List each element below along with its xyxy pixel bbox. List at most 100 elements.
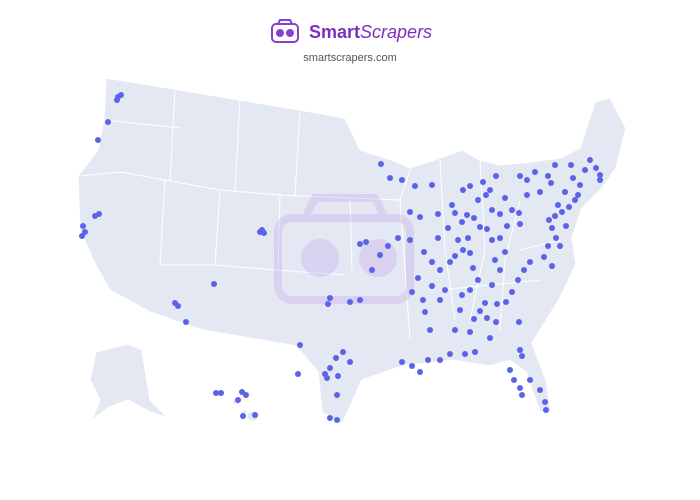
location-dot: [477, 224, 483, 230]
location-dot: [452, 210, 458, 216]
location-dot: [489, 207, 495, 213]
location-dot: [460, 247, 466, 253]
watermark-logo: [274, 194, 414, 304]
brand-bold: Smart: [309, 22, 360, 42]
location-dot: [546, 217, 552, 223]
location-dot: [593, 165, 599, 171]
location-dot: [183, 319, 189, 325]
location-dot: [175, 303, 181, 309]
location-dot: [494, 301, 500, 307]
location-dot: [484, 226, 490, 232]
location-dot: [475, 277, 481, 283]
location-dot: [543, 407, 549, 413]
logo-icon: [271, 19, 299, 43]
location-dot: [363, 239, 369, 245]
location-dot: [507, 367, 513, 373]
location-dot: [477, 308, 483, 314]
location-dot: [399, 359, 405, 365]
location-dot: [407, 237, 413, 243]
location-dot: [357, 297, 363, 303]
location-dot: [333, 355, 339, 361]
location-dot: [549, 263, 555, 269]
location-dot: [516, 319, 522, 325]
location-dot: [449, 202, 455, 208]
location-dot: [471, 316, 477, 322]
location-dot: [467, 183, 473, 189]
location-dot: [542, 399, 548, 405]
location-dot: [467, 287, 473, 293]
location-dot: [445, 225, 451, 231]
location-dot: [447, 351, 453, 357]
location-dot: [465, 235, 471, 241]
location-dot: [570, 175, 576, 181]
location-dot: [527, 259, 533, 265]
location-dot: [460, 187, 466, 193]
location-dot: [575, 192, 581, 198]
location-dot: [467, 329, 473, 335]
location-dot: [218, 390, 224, 396]
location-dot: [577, 182, 583, 188]
location-dot: [504, 223, 510, 229]
location-dot: [447, 259, 453, 265]
location-dot: [385, 243, 391, 249]
location-dot: [559, 209, 565, 215]
location-dot: [437, 357, 443, 363]
location-dot: [519, 392, 525, 398]
location-dot: [563, 223, 569, 229]
location-dot: [489, 237, 495, 243]
location-dot: [517, 173, 523, 179]
location-dot: [597, 177, 603, 183]
location-dot: [572, 197, 578, 203]
location-dot: [435, 235, 441, 241]
location-dot: [420, 297, 426, 303]
location-dot: [493, 319, 499, 325]
location-dot: [587, 157, 593, 163]
location-dot: [297, 342, 303, 348]
location-dot: [412, 183, 418, 189]
location-dot: [487, 187, 493, 193]
location-dot: [516, 210, 522, 216]
location-dot: [537, 387, 543, 393]
location-dot: [497, 211, 503, 217]
location-dot: [532, 169, 538, 175]
location-dot: [347, 299, 353, 305]
location-dot: [521, 267, 527, 273]
location-dot: [409, 363, 415, 369]
location-dot: [429, 283, 435, 289]
location-dot: [437, 297, 443, 303]
location-dot: [545, 243, 551, 249]
location-dot: [475, 197, 481, 203]
location-dot: [527, 377, 533, 383]
location-dot: [457, 307, 463, 313]
location-dot: [459, 219, 465, 225]
location-dot: [80, 223, 86, 229]
location-dot: [519, 353, 525, 359]
location-dot: [369, 267, 375, 273]
location-dot: [562, 189, 568, 195]
location-dot: [492, 257, 498, 263]
location-dot: [422, 309, 428, 315]
location-dot: [252, 412, 258, 418]
location-dot: [409, 289, 415, 295]
location-dot: [377, 252, 383, 258]
location-dot: [541, 254, 547, 260]
location-dot: [511, 377, 517, 383]
location-dot: [597, 172, 603, 178]
location-dot: [517, 385, 523, 391]
location-dot: [582, 167, 588, 173]
location-dot: [503, 299, 509, 305]
location-dot: [243, 392, 249, 398]
location-dot: [335, 373, 341, 379]
location-dot: [327, 295, 333, 301]
location-dot: [537, 189, 543, 195]
location-dot: [211, 281, 217, 287]
location-dot: [515, 277, 521, 283]
location-dot: [509, 289, 515, 295]
location-dot: [79, 233, 85, 239]
location-dot: [340, 349, 346, 355]
location-dot: [213, 390, 219, 396]
location-dot: [334, 417, 340, 423]
location-dot: [552, 213, 558, 219]
location-dot: [442, 287, 448, 293]
